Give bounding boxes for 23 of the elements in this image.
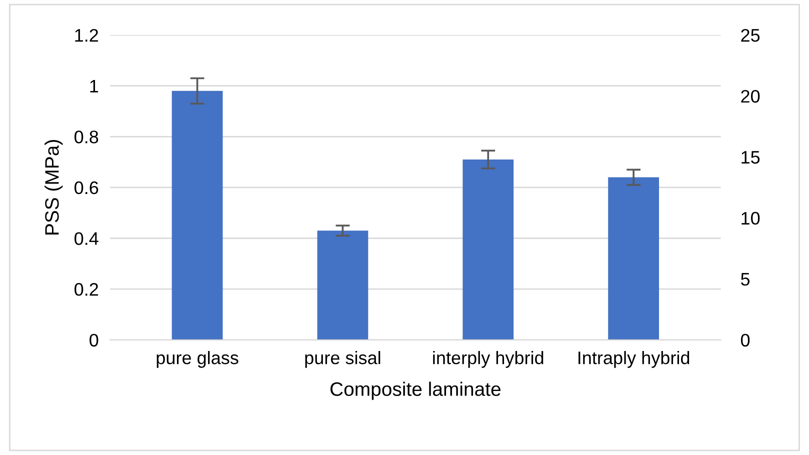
bar	[462, 160, 514, 340]
bar	[317, 230, 368, 340]
y-tick-label: 0.2	[74, 283, 98, 296]
y2-tick-label: 0	[740, 334, 750, 347]
y-tick-label: 0.4	[74, 232, 98, 245]
y-tick-label: 0.6	[74, 181, 98, 194]
x-tick-label: interply hybrid	[433, 350, 544, 368]
y-axis-title: PSS (MPa)	[44, 140, 63, 234]
x-tick-label: Intraply hybrid	[578, 350, 690, 368]
bar	[608, 177, 660, 340]
bar	[172, 90, 223, 340]
y2-tick-label: 25	[741, 28, 760, 42]
y2-tick-label: 10	[742, 212, 760, 225]
x-tick-label: pure glass	[156, 350, 238, 368]
y-tick-label: 0	[90, 334, 98, 347]
y2-tick-label: 20	[741, 90, 760, 103]
y2-tick-label: 5	[740, 273, 750, 286]
x-axis-title: Composite laminate	[330, 382, 500, 400]
y-tick-label: 1.2	[75, 28, 98, 42]
x-tick-label: pure sisal	[305, 350, 380, 368]
y-tick-label: 0.8	[74, 130, 98, 144]
y2-tick-label: 15	[742, 151, 760, 164]
y-tick-label: 1	[90, 80, 98, 92]
